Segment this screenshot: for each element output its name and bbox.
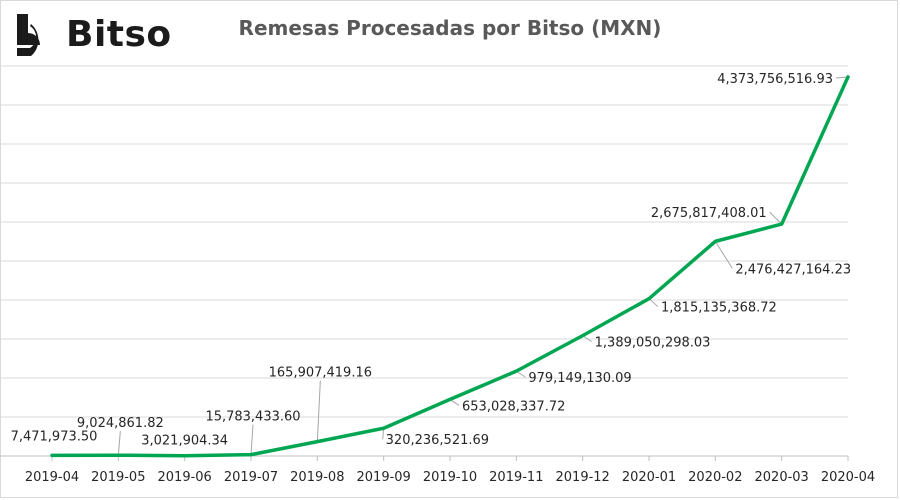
data-label-leader bbox=[835, 76, 849, 79]
data-label-leader bbox=[117, 431, 121, 456]
brand-name: Bitso bbox=[66, 13, 172, 55]
x-tick-label: 2019-11 bbox=[489, 470, 543, 485]
data-label-leader bbox=[714, 241, 733, 269]
x-tick-label: 2019-07 bbox=[224, 470, 278, 485]
data-label-leader bbox=[382, 428, 385, 440]
x-tick-label: 2020-03 bbox=[755, 470, 809, 485]
data-label: 1,815,135,368.72 bbox=[661, 301, 777, 316]
chart-title: Remesas Procesadas por Bitso (MXN) bbox=[238, 16, 662, 40]
x-tick-label: 2019-04 bbox=[25, 470, 79, 485]
data-label: 2,476,427,164.23 bbox=[735, 262, 851, 277]
data-label: 1,389,050,298.03 bbox=[595, 336, 711, 351]
data-labels: 7,471,973.509,024,861.82 3,021,904.34 15,7… bbox=[11, 72, 852, 449]
bitso-logo: Bitso bbox=[14, 10, 172, 58]
gridlines bbox=[0, 65, 848, 457]
data-label-leader bbox=[769, 211, 783, 225]
data-label: 9,024,861.82 bbox=[77, 416, 164, 431]
data-label: 2,675,817,408.01 bbox=[651, 206, 767, 221]
x-axis-tick-labels: 2019-04 2019-05 2019-06 2019-07 2019-08 2019-… bbox=[25, 456, 875, 485]
x-tick-label: 2019-06 bbox=[158, 470, 212, 485]
data-label: 320,236,521.69 bbox=[386, 433, 489, 448]
data-label: 979,149,130.09 bbox=[528, 371, 631, 386]
data-label: 165,907,419.16 bbox=[269, 366, 372, 381]
series-line bbox=[50, 75, 850, 458]
x-tick-label: 2019-12 bbox=[556, 470, 610, 485]
x-tick-label: 2019-08 bbox=[290, 470, 344, 485]
x-tick-label: 2020-01 bbox=[622, 470, 676, 485]
data-label: 653,028,337.72 bbox=[462, 399, 565, 414]
data-label: 3,021,904.34 bbox=[141, 434, 228, 449]
bitso-logo-icon bbox=[17, 14, 40, 56]
data-label: 4,373,756,516.93 bbox=[717, 72, 833, 87]
data-label: 7,471,973.50 bbox=[11, 429, 98, 444]
x-tick-label: 2020-02 bbox=[688, 470, 742, 485]
x-tick-label: 2019-09 bbox=[357, 470, 411, 485]
data-label: 15,783,433.60 bbox=[205, 410, 300, 425]
x-tick-label: 2019-10 bbox=[423, 470, 477, 485]
data-label-leader bbox=[648, 298, 659, 308]
data-label-leader bbox=[316, 380, 321, 442]
x-tick-label: 2019-05 bbox=[91, 470, 145, 485]
data-label-leader bbox=[250, 424, 254, 455]
x-tick-label: 2020-04 bbox=[821, 470, 875, 485]
